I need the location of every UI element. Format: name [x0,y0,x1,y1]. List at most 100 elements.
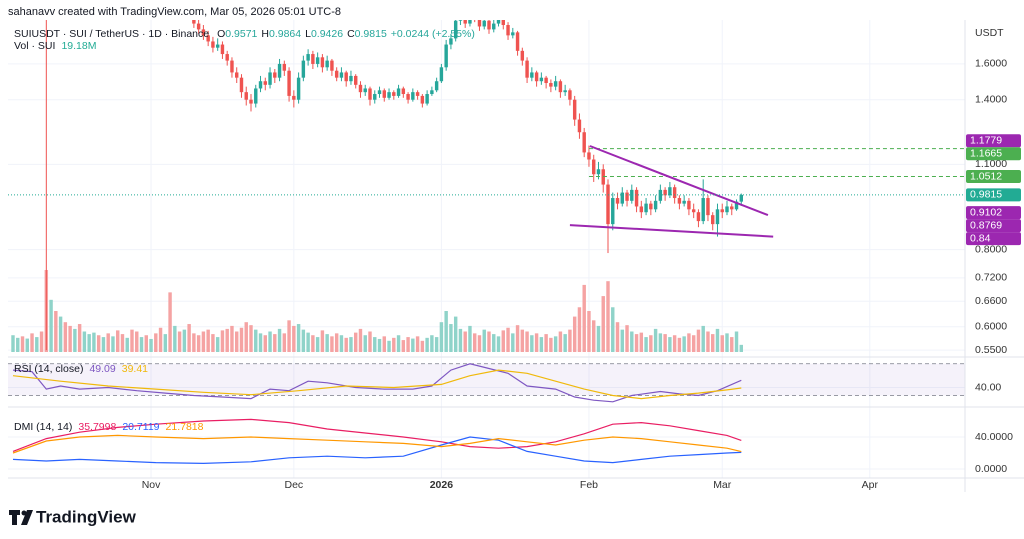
candle-body [406,94,410,100]
price-badge-label: 0.9815 [970,189,1002,201]
candle-body [492,23,496,30]
x-tick-label: Nov [142,479,161,491]
volume-bar [439,322,444,352]
volume-bar [492,334,496,352]
volume-bar [49,299,53,352]
candle-body [734,201,739,210]
candle-body [720,209,724,213]
volume-bar [711,334,715,352]
x-tick-label: Dec [284,479,303,491]
volume-bar [501,330,505,352]
volume-bar [173,325,177,352]
volume-bar [368,331,372,352]
volume-bar [534,333,539,352]
price-badge [966,169,1021,183]
volume-bar [306,332,310,352]
volume-bar [687,333,691,352]
candle-body [620,192,624,204]
volume-legend: Vol · SUI 19.18M [14,40,96,52]
candle-body [268,72,272,85]
candle-body [254,88,258,104]
candle-body [587,152,591,160]
volume-bar [82,331,87,352]
volume-title: Vol · SUI [14,40,55,52]
axes: Nov Dec 2026 Feb Mar Apr 1.6000 1.4000 1.1000 0.8… [142,27,1021,491]
volume-bar [511,333,515,352]
volume-bar [363,335,367,352]
candle-body [701,198,705,222]
volume-bar [182,329,187,352]
candle-body [339,72,344,78]
candle-body [230,60,234,73]
ohlc-label: L [305,28,311,40]
legends: SUIUSDT · SUI / TetherUS · 1D · Binance O… [14,28,475,433]
candle-body [563,90,567,93]
volume-bar [358,328,363,352]
volume-bar [525,331,529,352]
candle-body [363,88,367,93]
candle-body [449,38,453,45]
volume-bar [411,338,415,352]
candle-body [615,198,620,204]
candle-body [506,25,510,36]
volume-bar [739,344,743,352]
candle-body [611,198,615,225]
ohlc-value: 0.9426 [311,28,343,40]
price-badge [966,188,1021,202]
candle-body [568,90,572,100]
volume-bar [396,335,401,352]
volume-bar [482,329,486,352]
candle-body [354,75,358,85]
volume-bar [282,333,287,352]
volume-bar [249,325,253,352]
candle-body [273,72,277,78]
volume-value: 19.18M [61,40,96,52]
candle-body [625,192,629,201]
ohlc-value: 0.9571 [225,28,257,40]
volume-bar [268,331,272,352]
volume-bar [611,307,615,352]
volume-bar [135,331,139,352]
candle-body [534,72,539,82]
volume-bar [311,335,315,352]
volume-bar [625,325,629,352]
volume-bar [339,335,344,352]
volume-bar [649,335,653,352]
credit: sahanavv created with TradingView.com, M… [8,6,341,18]
y-tick-label: 1.4000 [975,93,1007,105]
change-value: +0.0244 (+2.55%) [391,28,475,40]
symbol-title: SUIUSDT · SUI / TetherUS · 1D · Binance [14,28,209,40]
volume-bar [630,331,634,352]
candle-body [206,35,210,42]
volume-bar [192,333,196,352]
candle-body [606,184,610,225]
candle-body [330,60,334,71]
candle-body [696,212,701,222]
candle-body [368,88,372,100]
volume-bar [382,336,386,352]
candle-body [215,44,220,48]
candle-body [668,187,672,196]
y-tick-label: 40.00 [975,381,1001,393]
candle-body [292,95,296,100]
volume-bar [315,337,320,352]
candle-body [192,20,196,24]
candle-body [549,83,553,87]
volume-bar [292,325,296,352]
candle-body [558,81,563,93]
y-tick-label: 1.1000 [975,158,1007,170]
indicator-legend: RSI (14, close) 49.09 39.41 [14,363,148,375]
candle-body [658,189,663,201]
volume-bar [35,337,39,352]
candle-body [496,20,501,24]
volume-bar [158,327,163,352]
candle-body [544,77,548,84]
candle-body [415,92,420,96]
volume-bar [11,335,15,352]
ohlc-value: 0.9864 [269,28,301,40]
candle-body [287,70,291,96]
candle-body [582,132,586,153]
volume-bar [334,333,339,352]
volume-bar [258,333,263,352]
